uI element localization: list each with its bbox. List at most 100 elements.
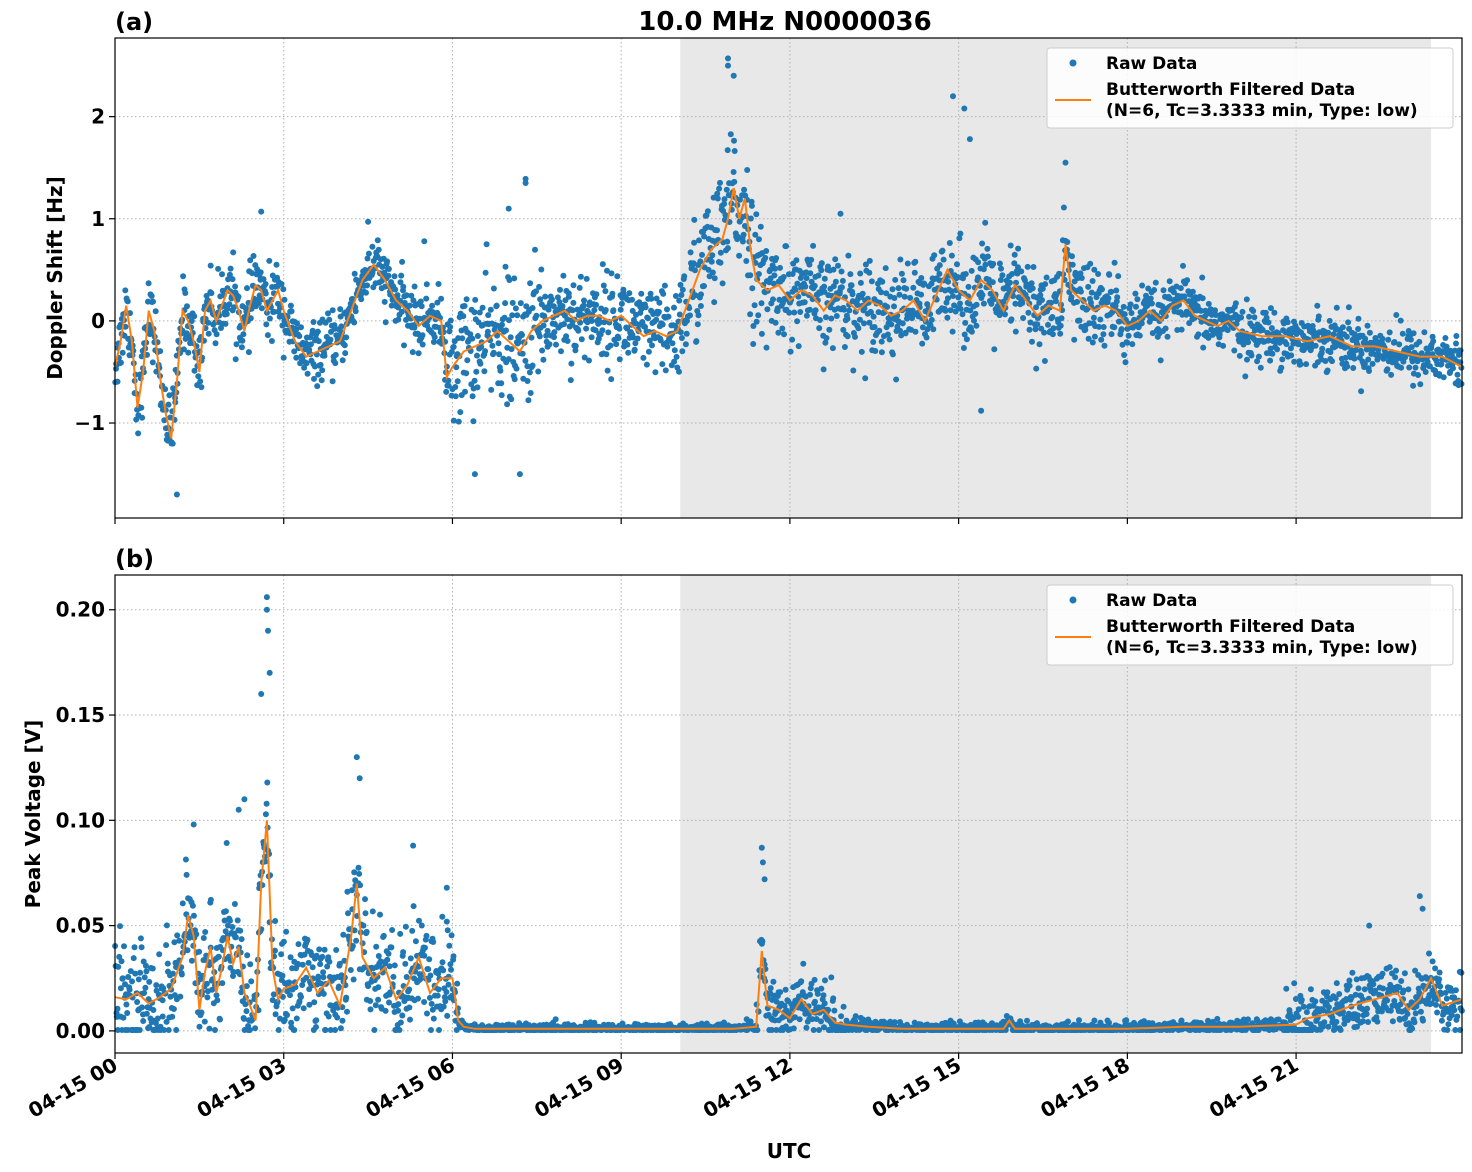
raw-data-point (506, 317, 512, 324)
raw-data-point (966, 136, 973, 143)
raw-data-point (1180, 262, 1186, 269)
raw-data-point (818, 1018, 824, 1025)
raw-data-point (1447, 347, 1454, 354)
raw-data-point (1267, 357, 1274, 364)
raw-data-point (542, 293, 549, 300)
raw-data-point (645, 348, 652, 355)
raw-data-point (234, 917, 241, 924)
raw-data-point (823, 335, 830, 341)
raw-data-point (1134, 296, 1141, 303)
raw-data-point (1212, 307, 1218, 314)
raw-data-point (753, 211, 760, 218)
raw-data-point (410, 297, 417, 304)
raw-data-point (600, 282, 607, 289)
raw-data-point (114, 378, 121, 385)
raw-data-point (1108, 331, 1115, 338)
raw-data-point (180, 346, 187, 353)
raw-data-point (961, 105, 968, 112)
raw-data-point (318, 980, 325, 987)
raw-data-point (643, 361, 650, 368)
raw-data-point (884, 303, 891, 310)
raw-data-point (272, 947, 278, 954)
raw-data-point (1288, 352, 1295, 359)
raw-data-point (624, 341, 631, 348)
raw-data-point (156, 951, 163, 958)
raw-data-point (454, 980, 461, 987)
raw-data-point (317, 961, 324, 968)
raw-data-point (1407, 336, 1414, 343)
raw-data-point (1152, 279, 1159, 286)
raw-data-point (1057, 330, 1064, 337)
raw-data-point (848, 282, 855, 289)
raw-data-point (692, 267, 698, 274)
raw-data-point (699, 251, 705, 258)
raw-data-point (767, 985, 774, 992)
panel-a-grid (115, 38, 1462, 518)
raw-data-point (303, 360, 310, 367)
raw-data-point (262, 290, 269, 297)
raw-data-point (126, 986, 133, 993)
raw-data-point (561, 321, 567, 328)
raw-data-point (578, 336, 585, 343)
raw-data-point (452, 393, 459, 400)
raw-data-point (928, 316, 935, 323)
raw-data-point (557, 286, 563, 293)
raw-data-point (341, 342, 348, 349)
raw-data-point (411, 283, 418, 290)
raw-data-point (332, 360, 339, 367)
raw-data-point (1085, 335, 1092, 342)
raw-data-point (1259, 327, 1266, 333)
raw-data-point (351, 270, 358, 277)
raw-data-point (878, 289, 885, 296)
raw-data-point (482, 348, 489, 355)
raw-data-point (296, 333, 303, 340)
raw-data-point (305, 959, 312, 966)
raw-data-point (213, 331, 220, 338)
raw-data-point (517, 300, 524, 307)
raw-data-point (461, 303, 468, 309)
raw-data-point (806, 261, 813, 268)
raw-data-point (532, 246, 538, 253)
raw-data-point (1128, 310, 1135, 316)
raw-data-point (214, 997, 221, 1004)
raw-data-point (124, 298, 131, 305)
raw-data-point (696, 237, 702, 244)
raw-data-point (727, 131, 734, 138)
raw-data-point (463, 370, 470, 377)
raw-data-point (490, 285, 497, 292)
raw-data-point (682, 341, 689, 348)
raw-data-point (183, 871, 190, 878)
raw-data-point (226, 271, 233, 278)
raw-data-point (1355, 315, 1362, 322)
raw-data-point (691, 216, 698, 223)
raw-data-point (322, 1027, 329, 1033)
raw-data-point (679, 286, 686, 293)
raw-data-point (1041, 329, 1048, 336)
raw-data-point (163, 922, 170, 929)
raw-data-point (329, 307, 336, 314)
raw-data-point (957, 300, 963, 307)
raw-data-point (676, 297, 683, 304)
raw-data-point (580, 302, 587, 309)
raw-data-point (717, 259, 724, 266)
raw-data-point (1278, 364, 1285, 371)
raw-data-point (1034, 321, 1041, 328)
raw-data-point (1326, 317, 1333, 324)
raw-data-point (381, 298, 388, 305)
raw-data-point (537, 296, 544, 303)
raw-data-point (533, 312, 540, 319)
raw-data-point (219, 980, 226, 987)
raw-data-point (980, 300, 987, 307)
raw-data-point (1012, 328, 1019, 335)
raw-data-point (182, 290, 189, 296)
raw-data-point (201, 1018, 208, 1025)
raw-data-point (551, 329, 558, 336)
raw-data-point (1343, 333, 1350, 340)
raw-data-point (757, 223, 764, 230)
raw-data-point (711, 275, 718, 282)
raw-data-point (749, 285, 756, 292)
raw-data-point (947, 307, 954, 314)
raw-data-point (507, 334, 514, 341)
raw-data-point (673, 353, 680, 360)
raw-data-point (350, 976, 357, 983)
